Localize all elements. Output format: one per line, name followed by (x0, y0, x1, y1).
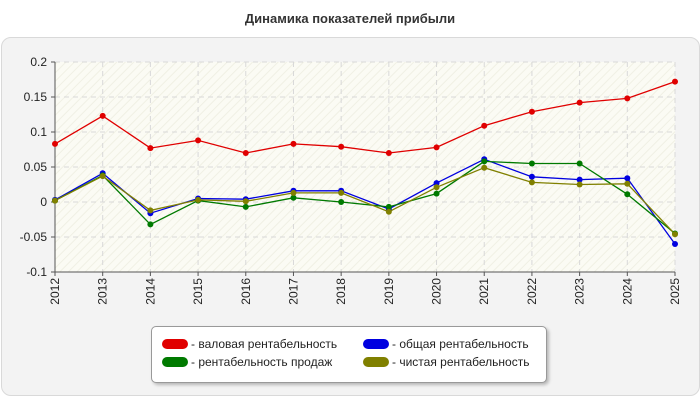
chart-title: Динамика показателей прибыли (244, 11, 456, 26)
data-point (290, 194, 297, 201)
data-point (99, 112, 106, 119)
x-tick-label: 2013 (96, 278, 110, 305)
x-tick-label: 2023 (573, 278, 587, 305)
data-point (338, 199, 345, 205)
series-line (54, 167, 676, 235)
x-tick-label: 2021 (477, 278, 491, 305)
series-lines (54, 80, 676, 245)
data-point (576, 160, 583, 167)
y-tick-label: 0.05 (24, 160, 48, 174)
legend-label: - рентабельность продаж (191, 355, 333, 369)
data-point (338, 189, 345, 196)
x-tick-label: 2024 (620, 278, 634, 305)
y-tick-label: -0.1 (26, 265, 47, 279)
data-point (195, 137, 202, 144)
data-point (242, 198, 249, 205)
data-point (433, 180, 440, 187)
legend-label: - валовая рентабельность (191, 337, 338, 351)
data-point (242, 203, 249, 210)
legend-item: - общая рентабельность (363, 336, 529, 352)
data-point (147, 221, 154, 228)
y-tick-label: 0 (40, 195, 47, 209)
x-tick-label: 2022 (525, 278, 539, 305)
data-point (52, 197, 58, 204)
x-tick-label: 2012 (48, 278, 62, 305)
data-point (624, 191, 631, 198)
data-point (433, 190, 440, 197)
series-line (54, 158, 676, 245)
data-point (528, 108, 535, 115)
y-tick-label: -0.05 (20, 230, 48, 244)
x-tick-label: 2020 (430, 278, 444, 305)
data-point (528, 160, 535, 167)
data-point (528, 173, 535, 180)
data-point (195, 196, 202, 203)
legend-item: - валовая рентабельность (162, 336, 337, 352)
data-point (52, 140, 58, 147)
data-point (672, 231, 678, 238)
data-point (528, 179, 535, 186)
data-point (385, 203, 392, 210)
x-tick-label: 2014 (143, 278, 157, 305)
tick-labels: -0.1 -0.05 0 0.05 0.1 0.15 0.2 2012 2013 2014 2015… (20, 55, 682, 305)
data-point (290, 140, 297, 147)
y-tick-label: 0.2 (30, 55, 47, 69)
legend-label: - чистая рентабельность (392, 355, 530, 369)
data-point (385, 150, 392, 156)
legend-swatch (363, 357, 389, 367)
data-point (576, 176, 583, 183)
data-point (624, 95, 631, 102)
data-point (576, 181, 583, 188)
legend-item: - чистая рентабельность (363, 354, 529, 370)
data-point (433, 144, 440, 151)
series-line (54, 160, 676, 235)
data-point (481, 164, 488, 171)
data-point (242, 150, 249, 156)
data-point (624, 175, 631, 182)
data-point (672, 241, 678, 247)
y-tick-label: 0.1 (30, 125, 47, 139)
data-point (576, 99, 583, 106)
data-point (147, 207, 154, 214)
data-point (385, 208, 392, 215)
data-points (52, 78, 678, 247)
data-point (672, 78, 678, 85)
x-tick-label: 2018 (334, 278, 348, 305)
data-point (338, 143, 345, 150)
data-point (290, 189, 297, 196)
x-tick-label: 2015 (191, 278, 205, 305)
x-tick-label: 2025 (668, 278, 682, 305)
data-point (481, 158, 488, 165)
legend-swatch (162, 339, 188, 349)
data-point (147, 145, 154, 152)
data-point (624, 180, 631, 187)
legend: - валовая рентабельность - общая рентабе… (151, 326, 547, 383)
legend-item: - рентабельность продаж (162, 354, 332, 370)
data-point (99, 173, 106, 180)
legend-label: - общая рентабельность (392, 337, 529, 351)
x-tick-label: 2016 (239, 278, 253, 305)
legend-swatch (363, 339, 389, 349)
x-tick-label: 2017 (286, 278, 300, 305)
x-tick-label: 2019 (382, 278, 396, 305)
data-point (433, 184, 440, 191)
legend-swatch (162, 357, 188, 367)
data-point (481, 122, 488, 129)
series-line (54, 80, 676, 154)
y-tick-label: 0.15 (24, 90, 48, 104)
